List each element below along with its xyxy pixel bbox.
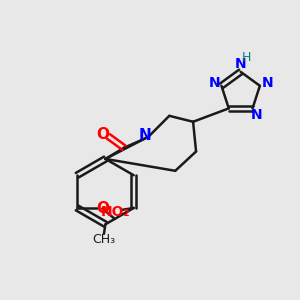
Text: H: H — [241, 51, 251, 64]
Text: O: O — [96, 127, 109, 142]
Text: N: N — [208, 76, 220, 90]
Text: N: N — [261, 76, 273, 90]
Text: N: N — [251, 108, 263, 122]
Text: O: O — [96, 201, 109, 216]
Text: CH₃: CH₃ — [92, 233, 116, 246]
Text: NO₂: NO₂ — [101, 205, 130, 219]
Text: N: N — [235, 57, 247, 71]
Text: N: N — [138, 128, 151, 142]
